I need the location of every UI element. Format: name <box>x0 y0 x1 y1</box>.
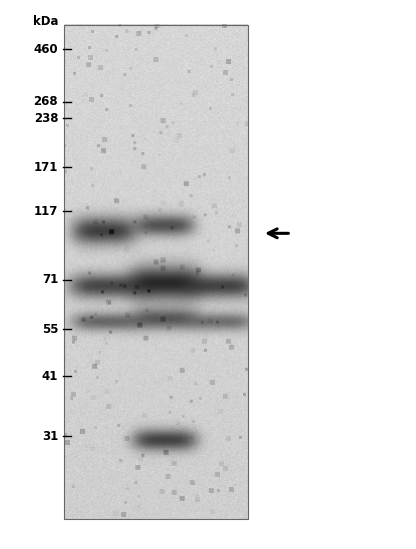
Text: kDa: kDa <box>33 15 58 29</box>
Text: 71: 71 <box>42 273 58 287</box>
Text: 41: 41 <box>42 369 58 383</box>
Bar <box>64 25 248 519</box>
Text: 238: 238 <box>34 111 58 125</box>
Text: 268: 268 <box>34 95 58 108</box>
Text: 460: 460 <box>34 43 58 56</box>
Text: 55: 55 <box>42 323 58 336</box>
Text: 31: 31 <box>42 430 58 443</box>
Text: 117: 117 <box>34 205 58 218</box>
Text: 171: 171 <box>34 161 58 174</box>
